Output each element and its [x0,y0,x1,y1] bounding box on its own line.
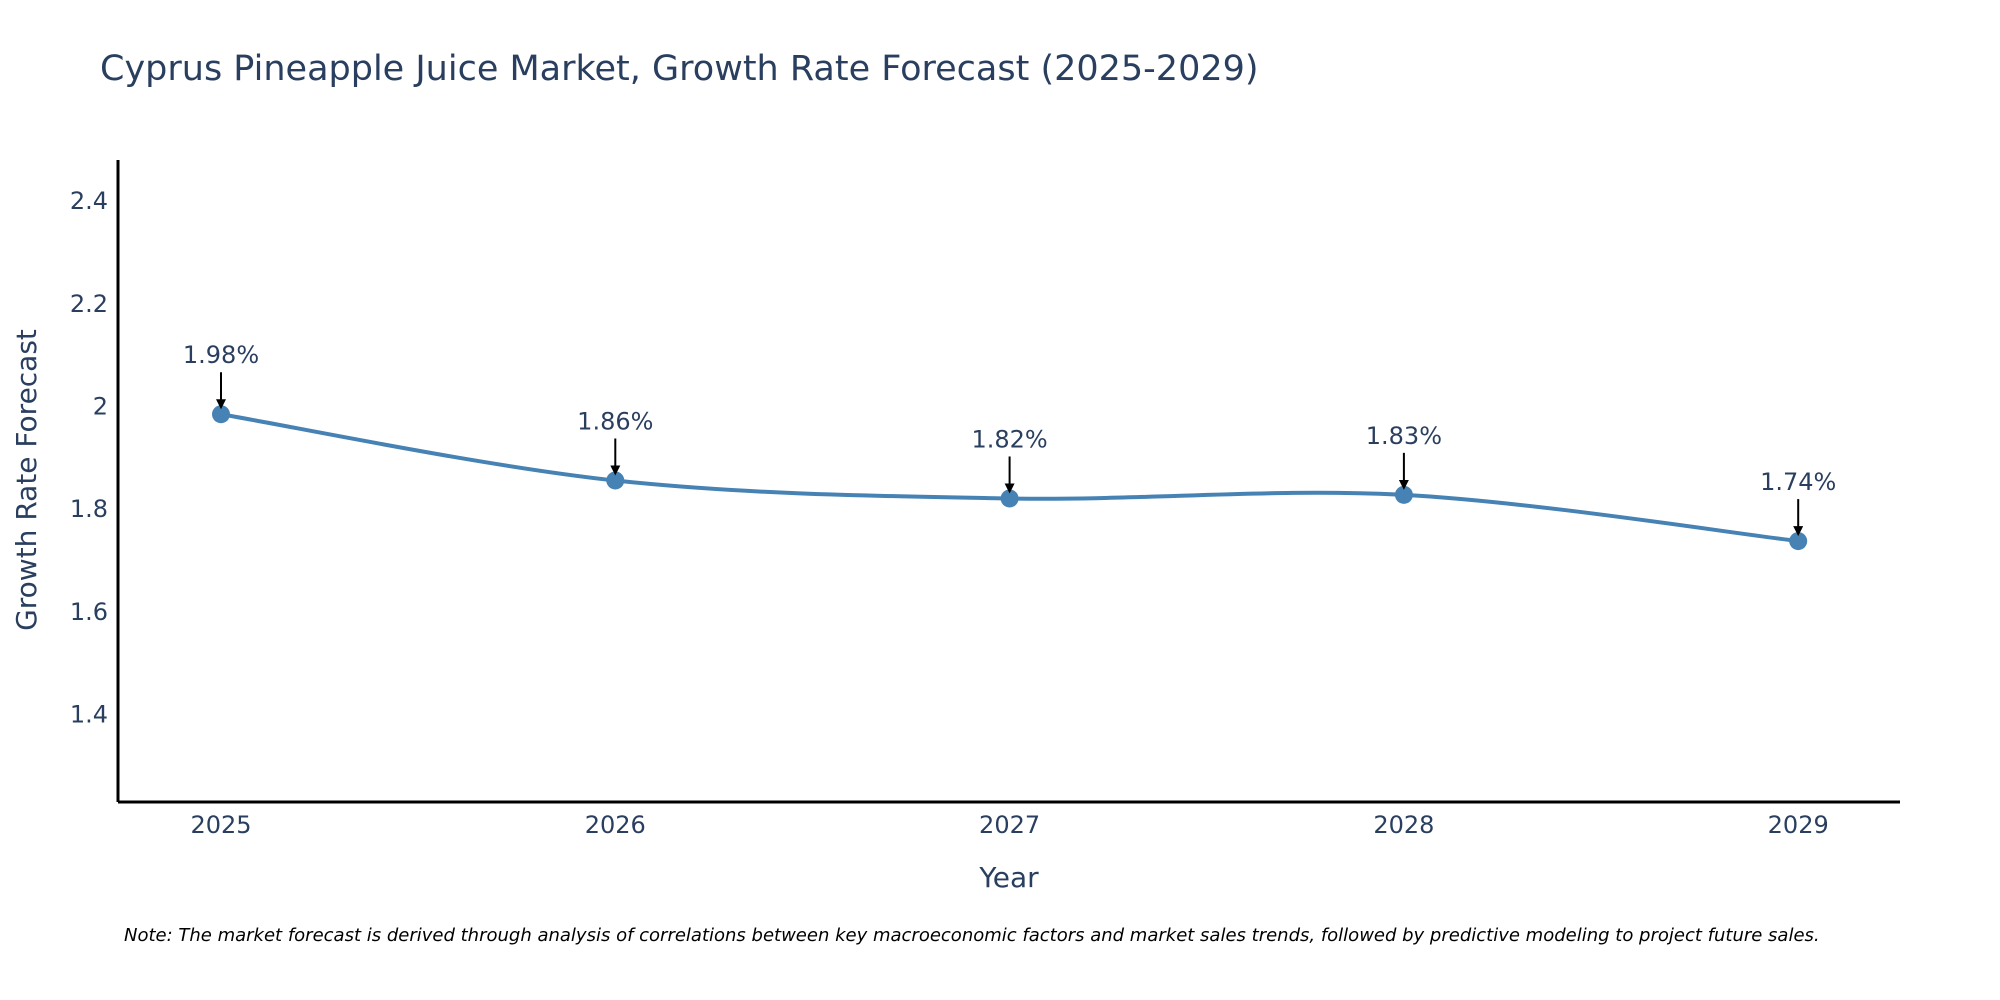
y-tick-label: 2.2 [70,290,108,318]
data-point [606,471,625,490]
x-tick-label: 2028 [1373,811,1434,839]
data-label: 1.98% [183,341,259,369]
data-point [1789,532,1808,551]
data-annotations: 1.98% 1.86% 1.82% 1.83% 1.74% [183,341,1836,537]
data-label: 1.82% [971,425,1047,453]
y-tick-label: 1.8 [70,495,108,523]
y-tick-label: 1.6 [70,598,108,626]
chart-title: Cyprus Pineapple Juice Market, Growth Ra… [100,49,1259,89]
data-label: 1.74% [1760,468,1836,496]
y-axis-ticks: 1.4 1.6 1.8 2 2.2 2.4 [70,187,108,729]
data-point [212,405,230,424]
data-label: 1.86% [577,407,653,435]
y-axis-title: Growth Rate Forecast [10,329,43,631]
x-tick-label: 2025 [190,811,251,839]
data-point [1394,485,1413,504]
y-tick-label: 2.4 [70,187,108,215]
x-axis-title: Year [978,861,1039,894]
data-point [1000,489,1019,508]
x-tick-label: 2026 [585,811,646,839]
x-tick-label: 2027 [979,811,1040,839]
footnote: Note: The market forecast is derived thr… [124,925,1820,946]
x-tick-label: 2029 [1768,811,1829,839]
y-tick-label: 1.4 [70,701,108,729]
data-markers [212,405,1808,551]
data-label: 1.83% [1366,422,1442,450]
x-axis-ticks: 2025 2026 2027 2028 2029 [190,811,1828,839]
y-tick-label: 2 [93,393,108,421]
